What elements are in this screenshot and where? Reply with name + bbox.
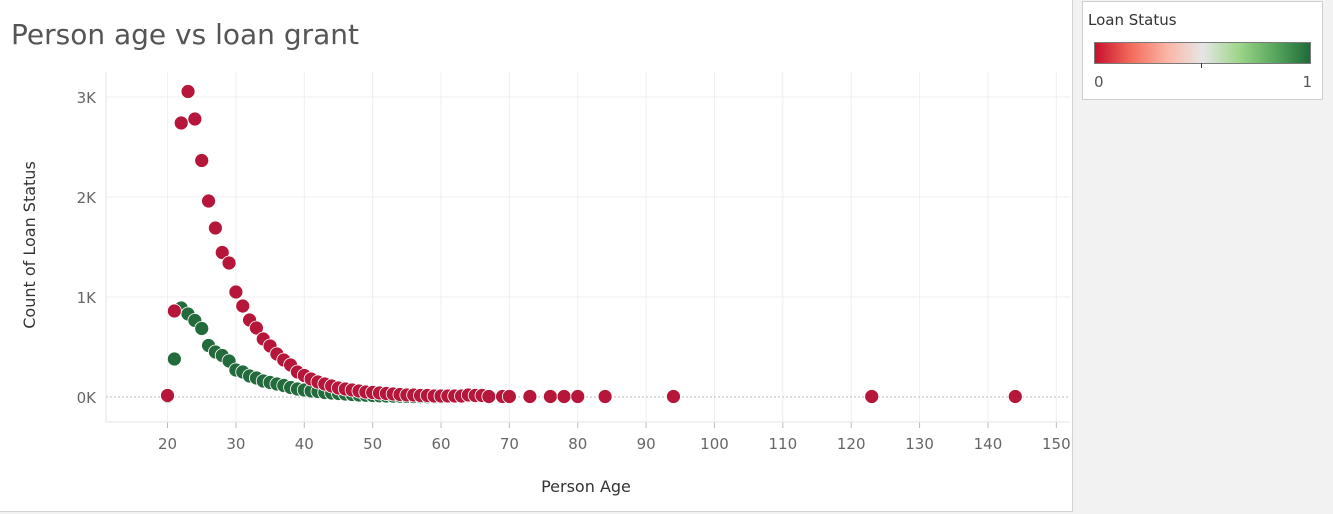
- point-denied[interactable]: [201, 193, 216, 209]
- point-denied[interactable]: [166, 303, 182, 319]
- x-tick-label: 70: [500, 435, 519, 453]
- point-denied[interactable]: [187, 111, 203, 127]
- point-denied[interactable]: [173, 115, 189, 131]
- point-granted[interactable]: [194, 321, 210, 336]
- point-denied[interactable]: [481, 389, 497, 404]
- legend-midpoint-tick: [1201, 63, 1202, 68]
- x-tick-label: 100: [700, 435, 729, 453]
- chart-panel: Person age vs loan grant 20 30 40 50 60 70 80 9…: [0, 0, 1073, 512]
- x-tick-label: 60: [431, 435, 450, 453]
- point-denied[interactable]: [228, 284, 244, 300]
- point-denied[interactable]: [194, 153, 210, 168]
- y-tick-label: 1K: [77, 289, 98, 307]
- y-axis-title: Count of Loan Status: [20, 161, 39, 329]
- x-axis-title: Person Age: [541, 477, 631, 496]
- x-tick-label: 130: [905, 435, 934, 453]
- point-denied[interactable]: [235, 298, 251, 314]
- point-denied[interactable]: [221, 255, 237, 271]
- y-tick-label: 2K: [77, 189, 98, 207]
- x-tick-label: 140: [974, 435, 1003, 453]
- x-tick-label: 50: [363, 435, 382, 453]
- legend-gradient-bar: [1094, 42, 1311, 64]
- point-denied[interactable]: [214, 245, 230, 260]
- point-denied[interactable]: [570, 389, 586, 404]
- data-points: [160, 84, 1023, 405]
- point-denied[interactable]: [249, 320, 264, 336]
- y-tick-label: 0K: [77, 389, 98, 407]
- legend-title: Loan Status: [1088, 11, 1177, 29]
- point-denied[interactable]: [597, 389, 613, 404]
- point-denied[interactable]: [207, 220, 223, 236]
- axes: 20 30 40 50 60 70 80 90 100 110 120 130 140 150 0K 1K 2K…: [77, 72, 1071, 453]
- point-granted[interactable]: [166, 351, 182, 367]
- y-tick-label: 3K: [77, 89, 98, 107]
- grid-lines: [106, 72, 1070, 422]
- x-tick-label: 150: [1042, 435, 1071, 453]
- scatter-plot: 20 30 40 50 60 70 80 90 100 110 120 130 140 150 0K 1K 2K…: [20, 72, 1071, 496]
- x-tick-label: 20: [158, 435, 177, 453]
- point-denied[interactable]: [556, 389, 572, 404]
- legend-max-label: 1: [1302, 73, 1312, 91]
- point-denied[interactable]: [160, 388, 175, 403]
- point-denied[interactable]: [522, 389, 538, 404]
- point-denied[interactable]: [666, 389, 681, 404]
- point-denied[interactable]: [542, 389, 558, 404]
- x-tick-label: 30: [226, 435, 245, 453]
- x-tick-label: 80: [568, 435, 587, 453]
- x-tick-label: 90: [637, 435, 656, 453]
- point-denied[interactable]: [864, 389, 880, 404]
- point-denied[interactable]: [180, 84, 196, 99]
- point-denied[interactable]: [501, 389, 517, 404]
- x-tick-label: 40: [295, 435, 314, 453]
- chart-title: Person age vs loan grant: [11, 18, 359, 51]
- point-denied[interactable]: [1007, 389, 1023, 404]
- legend-min-label: 0: [1094, 73, 1104, 91]
- x-tick-label: 120: [837, 435, 866, 453]
- color-legend[interactable]: Loan Status 0 1: [1082, 1, 1323, 100]
- x-tick-label: 110: [769, 435, 798, 453]
